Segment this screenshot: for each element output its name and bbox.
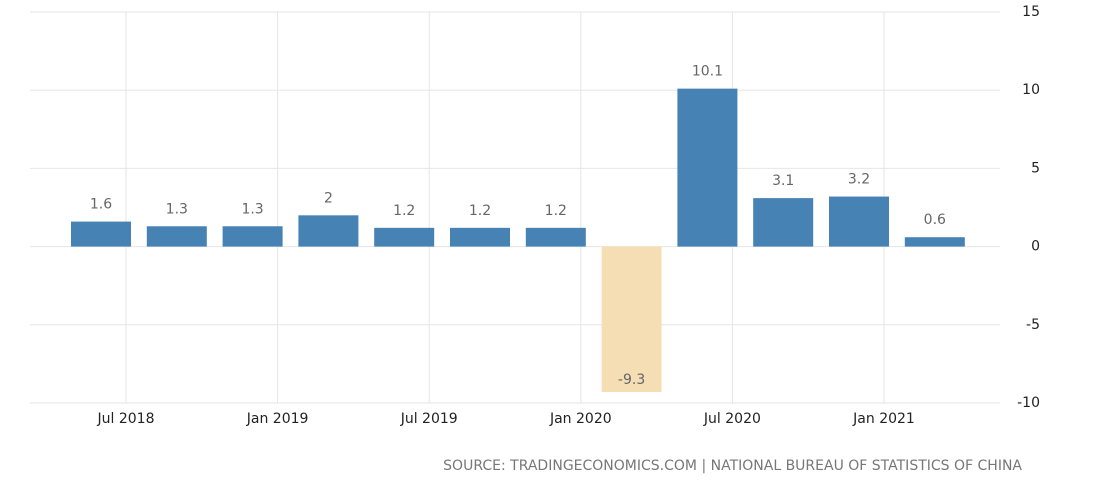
value-label: 1.2 [545, 203, 567, 219]
value-label: 10.1 [692, 64, 723, 80]
bar [374, 227, 435, 247]
bar [298, 215, 359, 247]
bar [450, 227, 510, 247]
x-tick-label: Jul 2019 [400, 411, 458, 427]
bar [525, 227, 586, 247]
value-label: -9.3 [618, 372, 645, 388]
bar [146, 226, 207, 247]
bar [904, 237, 965, 247]
x-tick-label: Jan 2021 [852, 411, 915, 427]
bar [222, 226, 283, 247]
bar [601, 246, 662, 393]
bar [829, 196, 889, 247]
bar [677, 88, 738, 247]
value-label: 1.2 [469, 203, 491, 219]
y-tick-label: 5 [1031, 160, 1040, 176]
value-label: 3.1 [772, 173, 794, 189]
source: SOURCE: TRADINGECONOMICS.COM | NATIONAL … [443, 458, 1022, 474]
value-label: 1.3 [166, 201, 188, 217]
x-tick-label: Jan 2019 [246, 411, 309, 427]
value-label: 2 [324, 190, 333, 206]
y-tick-label: 0 [1031, 239, 1040, 255]
y-tick-label: -5 [1026, 317, 1040, 333]
bar [71, 221, 131, 247]
y-tick-label: -10 [1017, 395, 1040, 411]
y-tick-label: 15 [1022, 4, 1040, 20]
value-label: 1.3 [241, 201, 263, 217]
value-label: 1.6 [90, 197, 112, 213]
value-label: 3.2 [848, 172, 870, 188]
y-tick-label: 10 [1022, 82, 1040, 98]
x-tick-label: Jul 2020 [703, 411, 761, 427]
x-tick-label: Jul 2018 [97, 411, 155, 427]
value-label: 1.2 [393, 203, 415, 219]
bar [753, 198, 814, 247]
value-label: 0.6 [924, 212, 946, 228]
x-tick-label: Jan 2020 [549, 411, 612, 427]
